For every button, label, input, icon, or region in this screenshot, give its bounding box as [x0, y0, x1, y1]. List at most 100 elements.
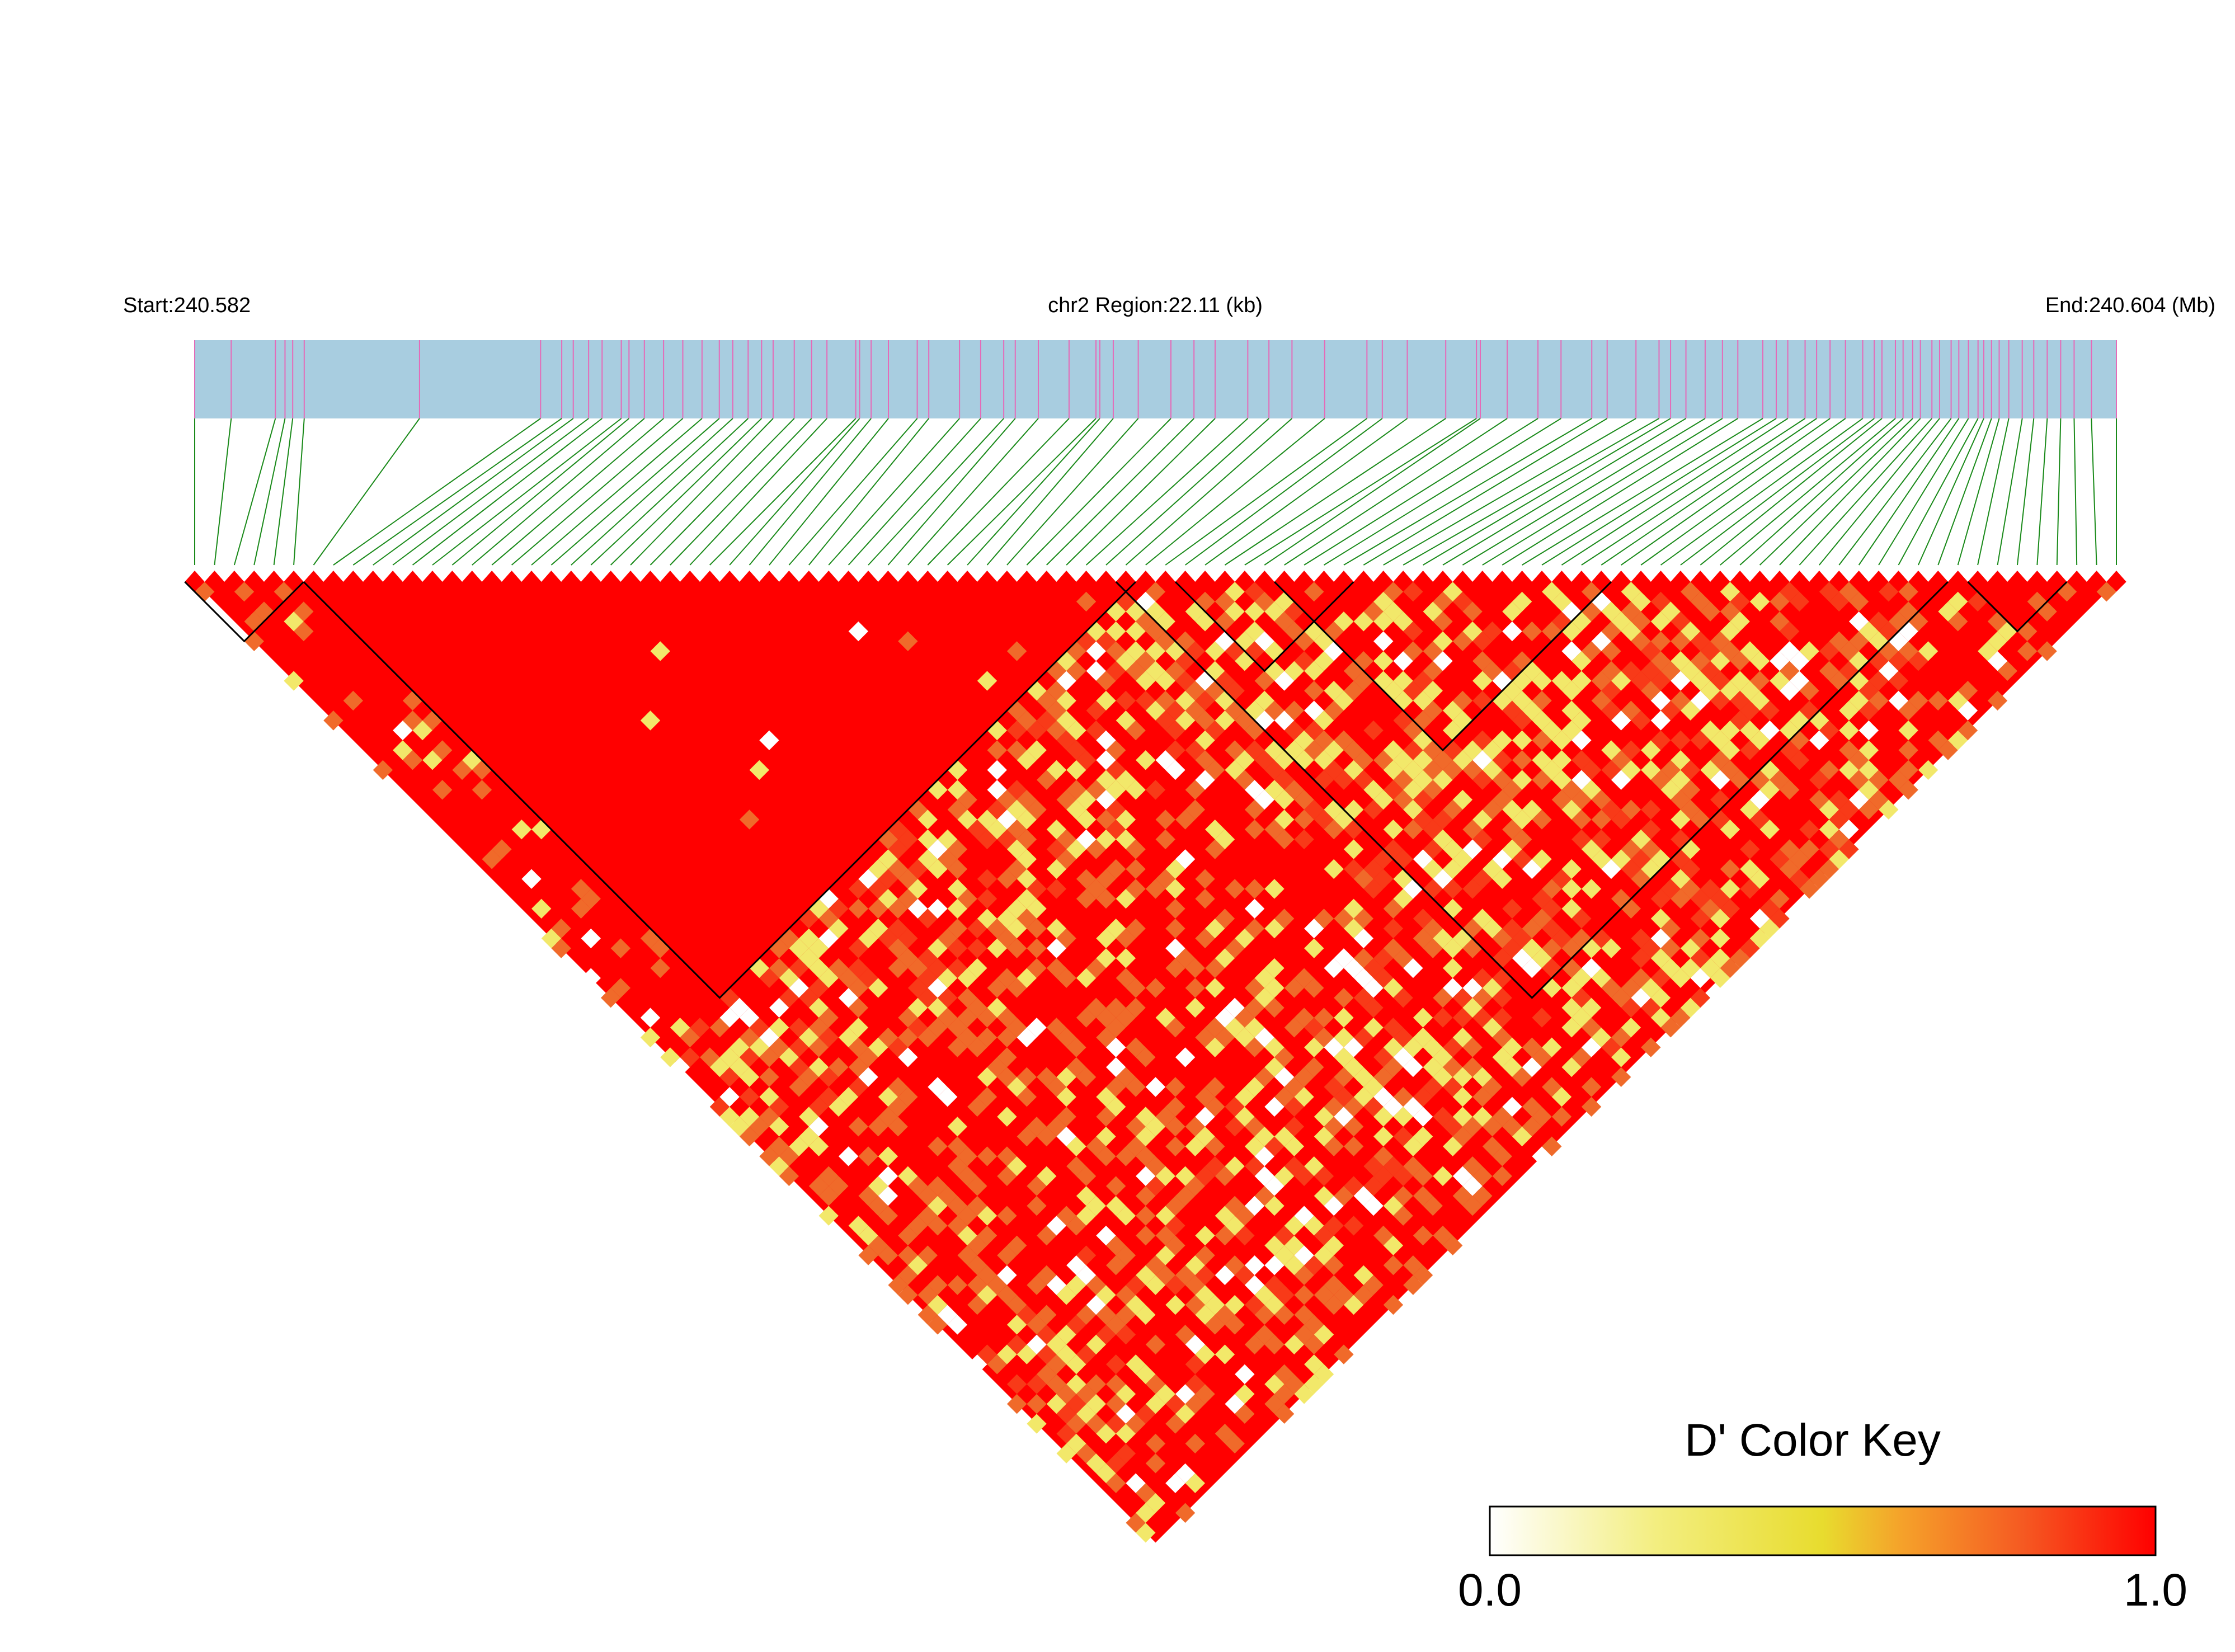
ld-cell: [1660, 760, 1681, 780]
ld-cell: [1096, 1146, 1116, 1166]
ld-cell: [1165, 958, 1185, 978]
ld-cell: [1165, 898, 1185, 919]
ld-cell: [1056, 1404, 1076, 1424]
ld-cell: [1532, 809, 1552, 830]
ld-cell: [1522, 859, 1542, 879]
ld-cell: [1671, 651, 1691, 671]
ld-cell: [997, 869, 1017, 889]
ld-cell: [1413, 1126, 1433, 1147]
ld-cell: [1403, 621, 1423, 642]
ld-cell: [967, 1196, 987, 1216]
ld-cell: [1799, 681, 1819, 701]
ld-cell: [1185, 1354, 1206, 1375]
ld-cell: [511, 819, 532, 840]
ld-cell: [1274, 1166, 1295, 1187]
ld-cell: [928, 1295, 948, 1315]
ld-cell: [1740, 799, 1760, 820]
ld-cell: [789, 1136, 809, 1156]
ld-cell: [1284, 780, 1305, 800]
ld-cell: [1105, 641, 1126, 661]
ld-cell: [1383, 740, 1404, 760]
ld-cell: [1195, 1384, 1215, 1404]
ld-cell: [1898, 582, 1918, 602]
ld-cell: [1215, 948, 1235, 968]
ld-cell: [1492, 987, 1512, 1008]
ld-cell: [1482, 1136, 1503, 1156]
ld-cell: [1561, 700, 1582, 721]
ld-cell: [1145, 1275, 1166, 1295]
ld-cell: [928, 997, 948, 1018]
ld-cell: [1770, 888, 1790, 909]
ld-cell: [1205, 1156, 1225, 1176]
ld-cell: [1819, 760, 1839, 780]
ld-cell: [1452, 1126, 1473, 1147]
snp-connector: [451, 418, 629, 566]
ld-cell: [987, 799, 1007, 820]
ld-cell: [1690, 948, 1711, 968]
ld-cell: [1105, 1196, 1126, 1216]
ld-cell: [1096, 671, 1116, 691]
ld-block-outline: [1115, 581, 1949, 999]
ld-cell: [878, 1206, 898, 1226]
snp-connector: [531, 418, 703, 566]
ld-cell: [1175, 671, 1196, 691]
ld-cell: [1442, 898, 1463, 919]
ld-cell: [1165, 740, 1185, 760]
ld-cell: [1472, 809, 1493, 830]
ld-cell: [1383, 898, 1404, 919]
ld-cell: [1304, 621, 1324, 642]
ld-cell: [1819, 720, 1839, 741]
ld-cell: [1006, 839, 1027, 859]
ld-cell: [928, 1196, 948, 1216]
ld-cell: [1690, 987, 1711, 1008]
ld-cell: [1829, 591, 1849, 612]
ld-cell: [1749, 730, 1770, 751]
ld-cell: [1423, 681, 1443, 701]
ld-cell: [1205, 720, 1225, 741]
ld-block-outline: [1174, 581, 1354, 672]
ld-cell: [1452, 1107, 1473, 1127]
ld-cell: [1671, 671, 1691, 691]
ld-cell: [1482, 859, 1503, 879]
ld-cell: [1334, 948, 1354, 968]
ld-cell: [1126, 780, 1146, 800]
ld-cell: [1165, 1295, 1185, 1315]
ld-cell: [917, 809, 938, 830]
ld-cell: [878, 1166, 898, 1187]
ld-cell: [1006, 641, 1027, 661]
ld-cell: [1165, 1394, 1185, 1414]
ld-cell: [1195, 690, 1215, 711]
ld-cell: [947, 958, 968, 978]
ld-cell: [1284, 601, 1305, 622]
ld-cell: [1710, 928, 1730, 949]
ld-cell: [1492, 928, 1512, 949]
ld-cell: [1076, 1245, 1097, 1265]
snp-connector: [1700, 418, 1883, 566]
ld-cell: [1274, 829, 1295, 850]
ld-cell: [838, 1027, 859, 1048]
ld-cell: [1671, 730, 1691, 751]
ld-cell: [1145, 1156, 1166, 1176]
ld-cell: [1858, 681, 1879, 701]
ld-cell: [1512, 770, 1532, 790]
ld-cell: [1502, 938, 1522, 958]
ld-cell: [1126, 1473, 1146, 1493]
ld-cell: [1076, 869, 1097, 889]
ld-cell: [1027, 919, 1047, 939]
ld-cell: [581, 888, 601, 909]
ld-cell: [1571, 909, 1592, 929]
ld-cell: [977, 1067, 997, 1088]
snp-connector: [1541, 418, 1777, 566]
ld-cell: [1858, 799, 1879, 820]
ld-cell: [1076, 1186, 1097, 1206]
ld-cell: [1671, 631, 1691, 651]
ld-cell: [977, 1027, 997, 1048]
ld-cell: [1006, 1334, 1027, 1355]
ld-cell: [1423, 938, 1443, 958]
ld-cell: [1442, 879, 1463, 899]
end-position-label: End:240.604 (Mb): [2045, 294, 2215, 317]
ld-cell: [1641, 1037, 1661, 1057]
ld-cell: [1274, 1225, 1295, 1246]
ld-cell: [1284, 1077, 1305, 1097]
ld-cell: [1235, 1107, 1255, 1127]
